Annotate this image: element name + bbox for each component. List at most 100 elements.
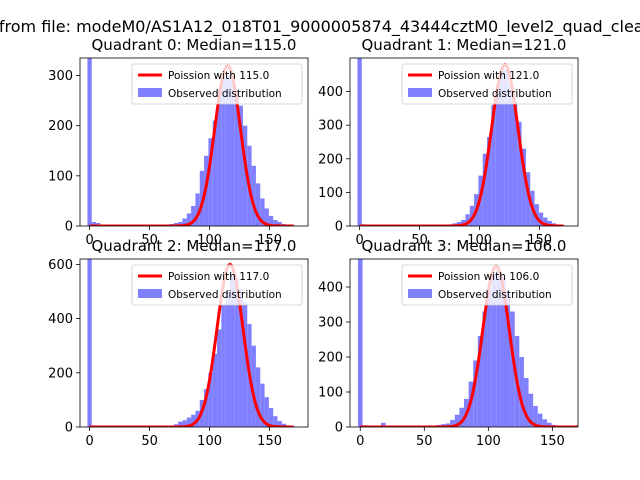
- x-tick-label: 100: [197, 434, 222, 449]
- histogram-bar: [191, 414, 196, 427]
- histogram-bar: [510, 311, 515, 427]
- legend-label-observed: Observed distribution: [438, 88, 552, 100]
- histogram-bar: [517, 121, 522, 226]
- histogram-bar: [528, 393, 534, 427]
- panel-title: Quadrant 1: Median=121.0: [362, 36, 567, 54]
- histogram-bar: [519, 357, 524, 427]
- histogram-bar: [487, 288, 492, 427]
- histogram-bar: [182, 218, 187, 226]
- histogram-bar: [537, 413, 543, 427]
- y-tick-label: 200: [318, 152, 343, 167]
- y-tick-label: 400: [318, 281, 343, 296]
- histogram-bar: [238, 288, 243, 427]
- y-tick-label: 0: [65, 421, 73, 436]
- poisson-curve: [359, 62, 564, 226]
- legend-label-poisson: Poission with 106.0: [438, 271, 539, 283]
- histogram-bar: [543, 217, 548, 226]
- histogram-bar: [242, 302, 248, 427]
- x-tick-label: 50: [411, 233, 428, 248]
- histogram-bar: [87, 259, 92, 427]
- poisson-curve: [360, 264, 578, 427]
- histogram-bar: [456, 221, 462, 226]
- histogram-bar: [217, 329, 222, 427]
- histogram-bar: [521, 148, 526, 226]
- histogram-bar: [482, 311, 488, 427]
- legend-bar-swatch: [138, 289, 162, 298]
- axes-frame: [349, 258, 579, 428]
- legend: Poission with 106.0 Observed distribution: [401, 264, 573, 306]
- histogram-bar: [260, 198, 265, 226]
- histogram-bar: [217, 88, 222, 226]
- plot-area: [357, 58, 565, 226]
- histogram-bar: [221, 305, 226, 427]
- histogram-bar: [512, 101, 518, 226]
- y-tick-label: 400: [48, 312, 73, 327]
- histogram-bar: [204, 389, 209, 427]
- legend-label-poisson: Poission with 115.0: [168, 70, 269, 82]
- quadrant-3-panel: 0 50 100 150 0 100 200 300 400 Quadrant 3: Median…: [318, 237, 579, 449]
- x-tick-label: 100: [467, 233, 492, 248]
- histogram-bar: [268, 215, 274, 226]
- histogram-bar: [469, 205, 475, 226]
- legend-label-poisson: Poission with 117.0: [168, 271, 269, 283]
- histogram-bar: [477, 336, 483, 427]
- histogram-bar: [230, 275, 235, 427]
- legend-label-observed: Observed distribution: [168, 88, 282, 100]
- y-tick-label: 0: [65, 220, 73, 235]
- histogram-bar: [96, 222, 101, 226]
- histogram-bar: [251, 165, 256, 226]
- x-tick-label: 150: [540, 434, 565, 449]
- legend-label-observed: Observed distribution: [438, 289, 552, 301]
- histogram-bar: [238, 105, 243, 226]
- histogram-bar: [445, 423, 451, 427]
- histogram-bar: [186, 417, 192, 427]
- x-tick-label: 50: [416, 434, 433, 449]
- legend-bar-swatch: [408, 289, 432, 298]
- histogram-bar: [208, 372, 213, 427]
- histogram-bar: [178, 421, 183, 427]
- y-tick-label: 100: [48, 169, 73, 184]
- histogram-bar: [191, 205, 196, 226]
- plot-area: [87, 58, 295, 226]
- histogram-bar: [273, 416, 278, 427]
- y-tick-label: 200: [48, 366, 73, 381]
- x-tick-label: 0: [85, 233, 93, 248]
- histogram-bar: [504, 69, 509, 226]
- histogram-bar: [195, 193, 200, 226]
- histogram-bar: [277, 221, 282, 226]
- histogram-bar: [461, 219, 466, 226]
- histogram-bar: [482, 153, 488, 226]
- quadrant-2-panel: 0 50 100 150 0 200 400 600 Quadrant 2: Median=11…: [48, 237, 309, 449]
- histogram-bar: [505, 290, 511, 427]
- y-tick-label: 300: [318, 316, 343, 331]
- histogram-bar: [212, 353, 218, 427]
- legend-bar-swatch: [138, 88, 162, 97]
- y-tick-label: 200: [48, 119, 73, 134]
- histogram-bar: [212, 120, 218, 226]
- figure-suptitle: Data from file: modeM0/AS1A12_018T01_900…: [0, 17, 640, 37]
- y-tick-label: 200: [318, 351, 343, 366]
- quadrant-0-panel: 0 50 100 150 0 100 200 300 Quadrant 0: Median=11…: [48, 36, 309, 248]
- histogram-bar: [454, 414, 460, 427]
- poisson-curve: [89, 63, 294, 226]
- histogram-bar: [495, 84, 500, 226]
- x-tick-label: 150: [527, 233, 552, 248]
- axes-frame: [79, 258, 309, 428]
- histogram-bar: [225, 291, 230, 427]
- histogram-bar: [487, 136, 492, 226]
- histogram-bar: [500, 276, 506, 427]
- y-tick-label: 0: [335, 220, 343, 235]
- x-tick-label: 50: [141, 233, 158, 248]
- histogram-bar: [473, 360, 478, 427]
- axes-frame: [79, 57, 309, 227]
- histogram-bar: [496, 269, 501, 427]
- histogram-bar: [547, 422, 552, 427]
- histogram-bar: [230, 80, 235, 226]
- histogram-bar: [380, 422, 386, 427]
- legend: Poission with 117.0 Observed distribution: [131, 264, 303, 306]
- histogram-bar: [547, 220, 552, 226]
- panel-title: Quadrant 0: Median=115.0: [92, 36, 297, 54]
- panel-title: Quadrant 3: Median=106.0: [362, 237, 567, 255]
- histogram-bar: [268, 408, 274, 427]
